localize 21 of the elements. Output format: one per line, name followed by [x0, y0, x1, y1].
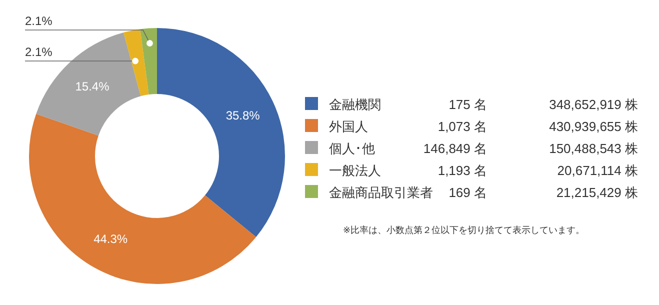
data-label: 44.3% [94, 232, 128, 246]
text: 146,849 名 [423, 141, 487, 156]
legend-label: 外国人 [329, 119, 368, 134]
data-label: 2.1% [25, 45, 53, 59]
text: ※比率は、小数点第２位以下を切り捨てて表示しています。 [343, 225, 585, 235]
data-label: 35.8% [226, 108, 260, 122]
text: 20,671,114 株 [557, 163, 638, 178]
text: 21,215,429 株 [556, 185, 638, 200]
text: 430,939,655 株 [549, 119, 638, 134]
legend-label: 一般法人 [329, 163, 381, 178]
data-label: 2.1% [25, 14, 53, 28]
data-label: 15.4% [75, 79, 110, 94]
legend-label: 金融機関 [329, 97, 381, 112]
text: 175 名 [448, 97, 487, 112]
text: 1,073 名 [438, 119, 487, 134]
text: 150,488,543 株 [549, 141, 638, 156]
legend-label: 金融商品取引業者 [329, 185, 433, 200]
text: 169 名 [448, 185, 487, 200]
text: 348,652,919 株 [549, 97, 638, 112]
legend-label: 個人･他 [329, 141, 375, 156]
text: 1,193 名 [438, 163, 487, 178]
